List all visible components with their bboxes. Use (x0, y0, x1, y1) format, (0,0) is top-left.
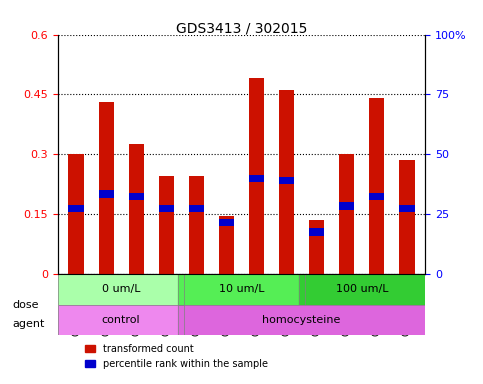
Text: dose: dose (12, 300, 39, 310)
Bar (339, 202, 355, 210)
Bar (69, 154, 84, 274)
Bar (58, 305, 185, 335)
Text: 10 um/L: 10 um/L (219, 284, 264, 294)
Text: control: control (102, 315, 141, 325)
Text: agent: agent (12, 319, 44, 329)
Bar (279, 177, 294, 184)
Bar (58, 274, 425, 384)
Bar (58, 274, 185, 305)
Bar (99, 190, 114, 198)
Bar (399, 160, 414, 274)
Text: 0 um/L: 0 um/L (102, 284, 141, 294)
Bar (69, 205, 84, 212)
Legend: transformed count, percentile rank within the sample: transformed count, percentile rank withi… (81, 340, 271, 373)
Bar (309, 228, 324, 235)
Bar (219, 219, 234, 226)
Bar (219, 216, 234, 274)
Bar (128, 193, 144, 200)
Bar (178, 305, 425, 335)
Bar (309, 220, 324, 274)
Text: 100 um/L: 100 um/L (336, 284, 388, 294)
Bar (399, 205, 414, 212)
Bar (159, 205, 174, 212)
Bar (298, 274, 425, 305)
Bar (99, 103, 114, 274)
Bar (369, 98, 384, 274)
Bar (189, 176, 204, 274)
Bar (249, 78, 264, 274)
Bar (249, 175, 264, 182)
Bar (369, 193, 384, 200)
Bar (159, 176, 174, 274)
Text: GDS3413 / 302015: GDS3413 / 302015 (176, 21, 307, 35)
Bar (178, 274, 305, 305)
Bar (128, 144, 144, 274)
Text: homocysteine: homocysteine (262, 315, 341, 325)
Bar (189, 205, 204, 212)
Bar (339, 154, 355, 274)
Bar (279, 90, 294, 274)
